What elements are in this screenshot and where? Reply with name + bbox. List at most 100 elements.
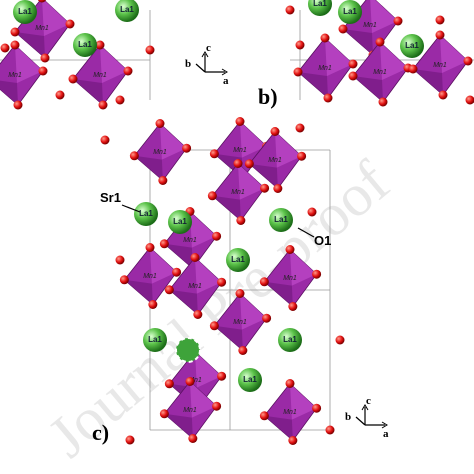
octahedron-face — [150, 247, 177, 284]
oxygen — [212, 401, 222, 411]
oxygen — [190, 253, 200, 262]
octahedron-face — [290, 383, 317, 420]
oxygen — [185, 377, 195, 386]
la-atom — [134, 202, 158, 226]
oxygen — [259, 277, 269, 287]
arrow-head — [201, 51, 228, 76]
oxygen — [273, 184, 283, 193]
oxygen — [393, 16, 403, 26]
oxygen — [145, 243, 155, 252]
oxygen — [217, 371, 227, 381]
atom-label: La1 — [313, 0, 327, 8]
oxygen — [155, 119, 165, 128]
arrow-head — [361, 404, 388, 429]
atom-label: Mn1 — [283, 409, 297, 416]
oxygen — [148, 300, 158, 309]
oxygen — [98, 100, 108, 110]
atom-label: Mn1 — [188, 283, 202, 290]
atom-label: La1 — [120, 5, 134, 14]
oxygen — [158, 176, 168, 185]
oxygen — [323, 93, 333, 103]
oxygen — [325, 425, 335, 435]
la-atom — [238, 368, 262, 392]
octahedron-face — [240, 121, 267, 158]
oxygen — [438, 90, 448, 100]
oxygen — [408, 64, 418, 74]
atom-label: La1 — [231, 255, 245, 264]
atom-label: Mn1 — [233, 319, 247, 326]
oxygen — [100, 135, 110, 145]
axis-label: c — [366, 395, 371, 407]
oxygen — [293, 67, 303, 77]
oxygen — [40, 53, 50, 63]
la-atom — [400, 34, 424, 58]
oxygen — [244, 159, 254, 169]
atom-label: Mn1 — [153, 149, 167, 156]
pointer — [121, 204, 141, 213]
octahedron-face — [164, 413, 193, 439]
octahedron-face — [413, 69, 443, 95]
oxygen — [115, 255, 125, 265]
oxygen — [125, 435, 135, 445]
oxygen — [164, 379, 174, 389]
oxygen — [236, 216, 246, 225]
oxygen — [297, 151, 307, 161]
atom-label: La1 — [243, 375, 257, 384]
la-atom — [143, 328, 167, 352]
oxygen — [235, 289, 245, 298]
annotation: Sr1 — [100, 190, 121, 205]
oxygen — [295, 123, 305, 133]
atom-label: La1 — [148, 335, 162, 344]
oxygen — [260, 183, 270, 193]
atom-label: Mn1 — [183, 237, 197, 244]
octahedron-face — [264, 281, 293, 307]
octahedron-face — [380, 42, 408, 80]
octahedron-face — [212, 195, 241, 221]
atom-label: Mn1 — [433, 62, 447, 69]
atom-label: La1 — [173, 217, 187, 226]
axis-label: c — [206, 42, 211, 54]
octahedron-face — [195, 351, 222, 388]
oxygen — [235, 117, 245, 126]
axis-label: a — [383, 428, 389, 440]
oxygen — [159, 409, 169, 419]
oxygen — [463, 56, 473, 66]
axis-arrow — [195, 63, 206, 73]
axis-label: a — [223, 75, 229, 87]
oxygen — [193, 310, 203, 319]
atom-label: Mn1 — [363, 22, 377, 29]
oxygen — [312, 403, 322, 413]
octahedron-face — [190, 211, 217, 248]
oxygen — [95, 40, 105, 50]
octahedron-face — [42, 0, 70, 36]
oxygen — [465, 95, 474, 105]
octahedron-face — [100, 45, 128, 83]
octahedron-face — [134, 155, 163, 181]
oxygen — [335, 335, 345, 345]
oxygen — [285, 5, 295, 15]
octahedron-face — [15, 45, 43, 83]
oxygen — [119, 275, 129, 285]
oxygen — [348, 59, 358, 69]
octahedron-face — [15, 32, 45, 58]
octahedron-face — [0, 80, 18, 105]
oxygen — [129, 151, 139, 161]
octahedron-face — [275, 131, 302, 168]
oxygen — [68, 74, 78, 84]
oxygen — [217, 277, 227, 287]
octahedron-face — [440, 35, 468, 73]
la-atom — [226, 248, 250, 272]
atom-label: La1 — [283, 335, 297, 344]
oxygen — [10, 27, 20, 37]
vacancy-atom — [175, 337, 201, 363]
atom-label: Mn1 — [183, 407, 197, 414]
oxygen — [238, 346, 248, 355]
oxygen — [65, 19, 75, 29]
oxygen — [312, 269, 322, 279]
la-atom — [115, 0, 139, 22]
oxygen — [262, 313, 272, 323]
octahedron-face — [124, 279, 153, 305]
oxygen — [307, 207, 317, 217]
axis-label: b — [185, 58, 191, 70]
oxygen — [115, 95, 125, 105]
